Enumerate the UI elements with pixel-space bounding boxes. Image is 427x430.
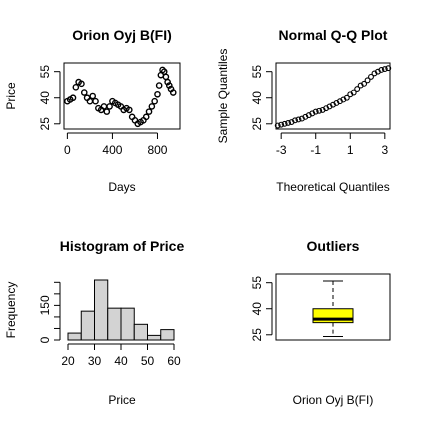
p3-xtick-label-4: 60 [167,354,181,368]
p3-xtick-label-0: 20 [61,354,75,368]
price-point-2 [69,94,77,102]
p3-xtick-label-1: 30 [88,354,102,368]
panel-boxplot: Outliers 25 40 55 Orion Oyj B(FI) [250,238,391,407]
p1-ytick-label-0: 25 [38,117,52,131]
p2-ytick-label-0: 25 [250,117,264,131]
price-point-9 [89,92,97,100]
frame-qq-plot [275,62,391,130]
histogram-bar-0 [67,332,82,341]
p2-xtick-label-2: 1 [347,143,354,157]
title-price-series: Orion Oyj B(FI) [72,27,172,43]
yticks-price-series: 25 40 55 [38,65,61,131]
frame-price-series [63,62,181,130]
qq-point-6 [295,116,302,123]
title-boxplot: Outliers [307,238,360,254]
qq-point-30 [378,66,385,73]
histogram-bar-5 [133,323,148,341]
histogram-bar-6 [147,334,162,341]
title-histogram: Histogram of Price [60,238,185,254]
price-point-5 [78,80,85,88]
qq-point-23 [354,86,361,93]
price-point-6 [80,89,88,96]
panel-price-series: Orion Oyj B(FI) 0 400 800 25 40 55 Days Pric… [4,27,181,194]
histogram-bar-1 [80,310,95,341]
price-point-38 [164,78,171,86]
p2-xtick-label-0: -3 [276,143,287,157]
xticks-qq-plot: -3 -1 1 3 [276,132,388,157]
histogram-bar-4 [120,307,135,341]
p2-xtick-label-3: 3 [381,143,388,157]
p4-ytick-label-2: 55 [250,276,264,290]
p1-xtick-label-2: 800 [147,143,167,157]
ylabel-qq-plot: Sample Quantiles [216,49,230,144]
price-point-41 [169,89,177,96]
histogram-bar-2 [94,279,109,341]
xticks-price-series: 0 400 800 [64,132,168,157]
p1-ytick-label-2: 55 [38,65,52,79]
qq-point-25 [361,80,368,87]
histogram-bar-3 [107,307,122,341]
qq-point-11 [312,108,319,115]
qq-point-0 [274,122,281,129]
price-point-29 [145,108,153,115]
qq-point-5 [292,117,298,124]
p3-xtick-label-3: 50 [141,354,155,368]
price-point-22 [126,106,133,114]
qq-point-22 [350,89,357,96]
p2-ytick-label-2: 55 [250,65,264,79]
box-boxplot [312,280,354,338]
p3-ytick-label-0: 0 [38,336,52,343]
frame-boxplot [275,273,391,341]
title-qq-plot: Normal Q-Q Plot [279,27,388,43]
qq-point-12 [316,107,323,114]
p4-ytick-label-0: 25 [250,328,264,342]
qq-point-26 [364,77,371,84]
price-point-14 [103,108,111,115]
qq-point-3 [285,119,292,126]
qq-point-32 [385,65,392,72]
price-point-28 [142,113,150,121]
price-point-33 [155,82,163,89]
p1-xtick-label-1: 400 [102,143,122,157]
p1-xtick-label-0: 0 [64,143,71,157]
price-point-39 [166,82,173,89]
qq-point-27 [368,73,374,80]
qq-point-31 [381,66,388,73]
price-point-10 [92,97,99,105]
price-point-37 [162,73,170,81]
points-qq-plot [274,65,392,129]
histogram-bar-7 [160,329,175,341]
xlabel-boxplot: Orion Oyj B(FI) [293,393,374,407]
xticks-histogram: 20 30 40 50 60 [61,343,181,368]
price-point-15 [106,103,113,110]
price-point-31 [151,97,158,105]
bars-histogram [67,279,175,341]
price-point-30 [148,103,156,110]
yticks-qq-plot: 25 40 55 [250,65,273,131]
p4-ytick-label-1: 40 [250,302,264,316]
xlabel-price-series: Days [108,180,135,194]
yticks-histogram: 0 150 [38,281,61,343]
ylabel-price-series: Price [4,82,18,110]
panel-histogram: Histogram of Price 20 30 40 50 60 0 150 Price… [4,238,184,407]
yticks-boxplot: 25 40 55 [250,276,273,342]
qq-point-20 [343,94,350,101]
p2-xtick-label-1: -1 [310,143,321,157]
price-point-3 [72,84,80,91]
ylabel-histogram: Frequency [4,282,18,339]
p2-ytick-label-1: 40 [250,91,264,105]
price-point-32 [154,90,161,98]
xlabel-histogram: Price [108,393,136,407]
p1-ytick-label-1: 40 [38,91,52,105]
qq-point-2 [281,120,288,127]
qq-point-1 [278,121,285,128]
p3-xtick-label-2: 40 [114,354,128,368]
xlabel-qq-plot: Theoretical Quantiles [276,180,389,194]
price-point-35 [159,66,166,74]
points-price-series [64,66,177,128]
p3-ytick-label-1: 150 [38,295,52,315]
panel-qq-plot: Normal Q-Q Plot -3 -1 1 3 25 40 55 Theoretica… [216,27,392,194]
